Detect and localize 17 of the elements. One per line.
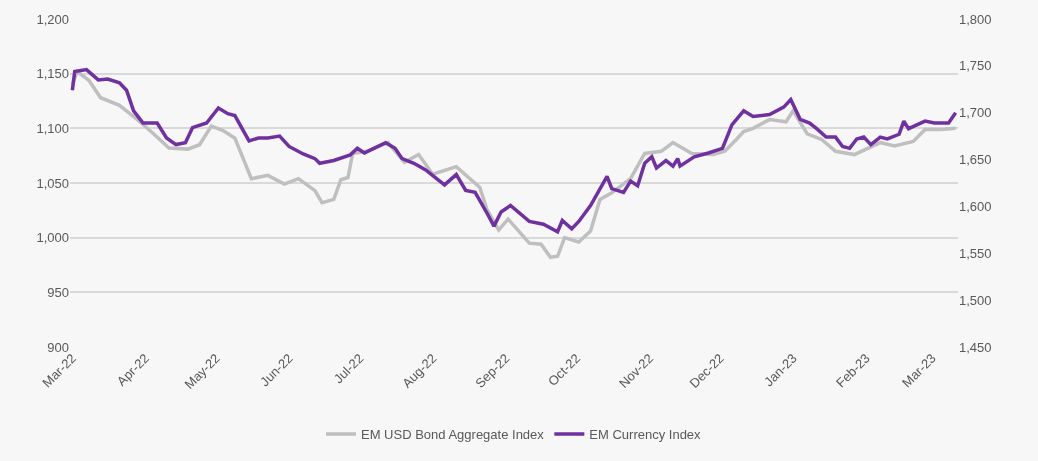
y-tick-label: 1,050 (36, 175, 69, 191)
y-tick-label: 1,100 (36, 120, 69, 136)
y-tick-label: 1,000 (36, 230, 69, 246)
y-tick-label: 1,150 (36, 66, 69, 82)
y2-tick-label: 1,800 (959, 11, 992, 27)
y-tick-label: 900 (47, 339, 69, 355)
y-tick-label: 950 (47, 284, 69, 300)
y2-tick-label: 1,650 (959, 152, 992, 168)
y2-tick-label: 1,700 (959, 105, 992, 121)
y-tick-label: 1,200 (36, 11, 69, 27)
y2-tick-label: 1,450 (959, 339, 992, 355)
y2-tick-label: 1,500 (959, 292, 992, 308)
legend-label: EM USD Bond Aggregate Index (361, 427, 545, 443)
y2-tick-label: 1,600 (959, 198, 992, 214)
legend-label: EM Currency Index (589, 427, 702, 443)
y2-tick-label: 1,550 (959, 245, 992, 261)
y2-tick-label: 1,750 (959, 58, 992, 74)
